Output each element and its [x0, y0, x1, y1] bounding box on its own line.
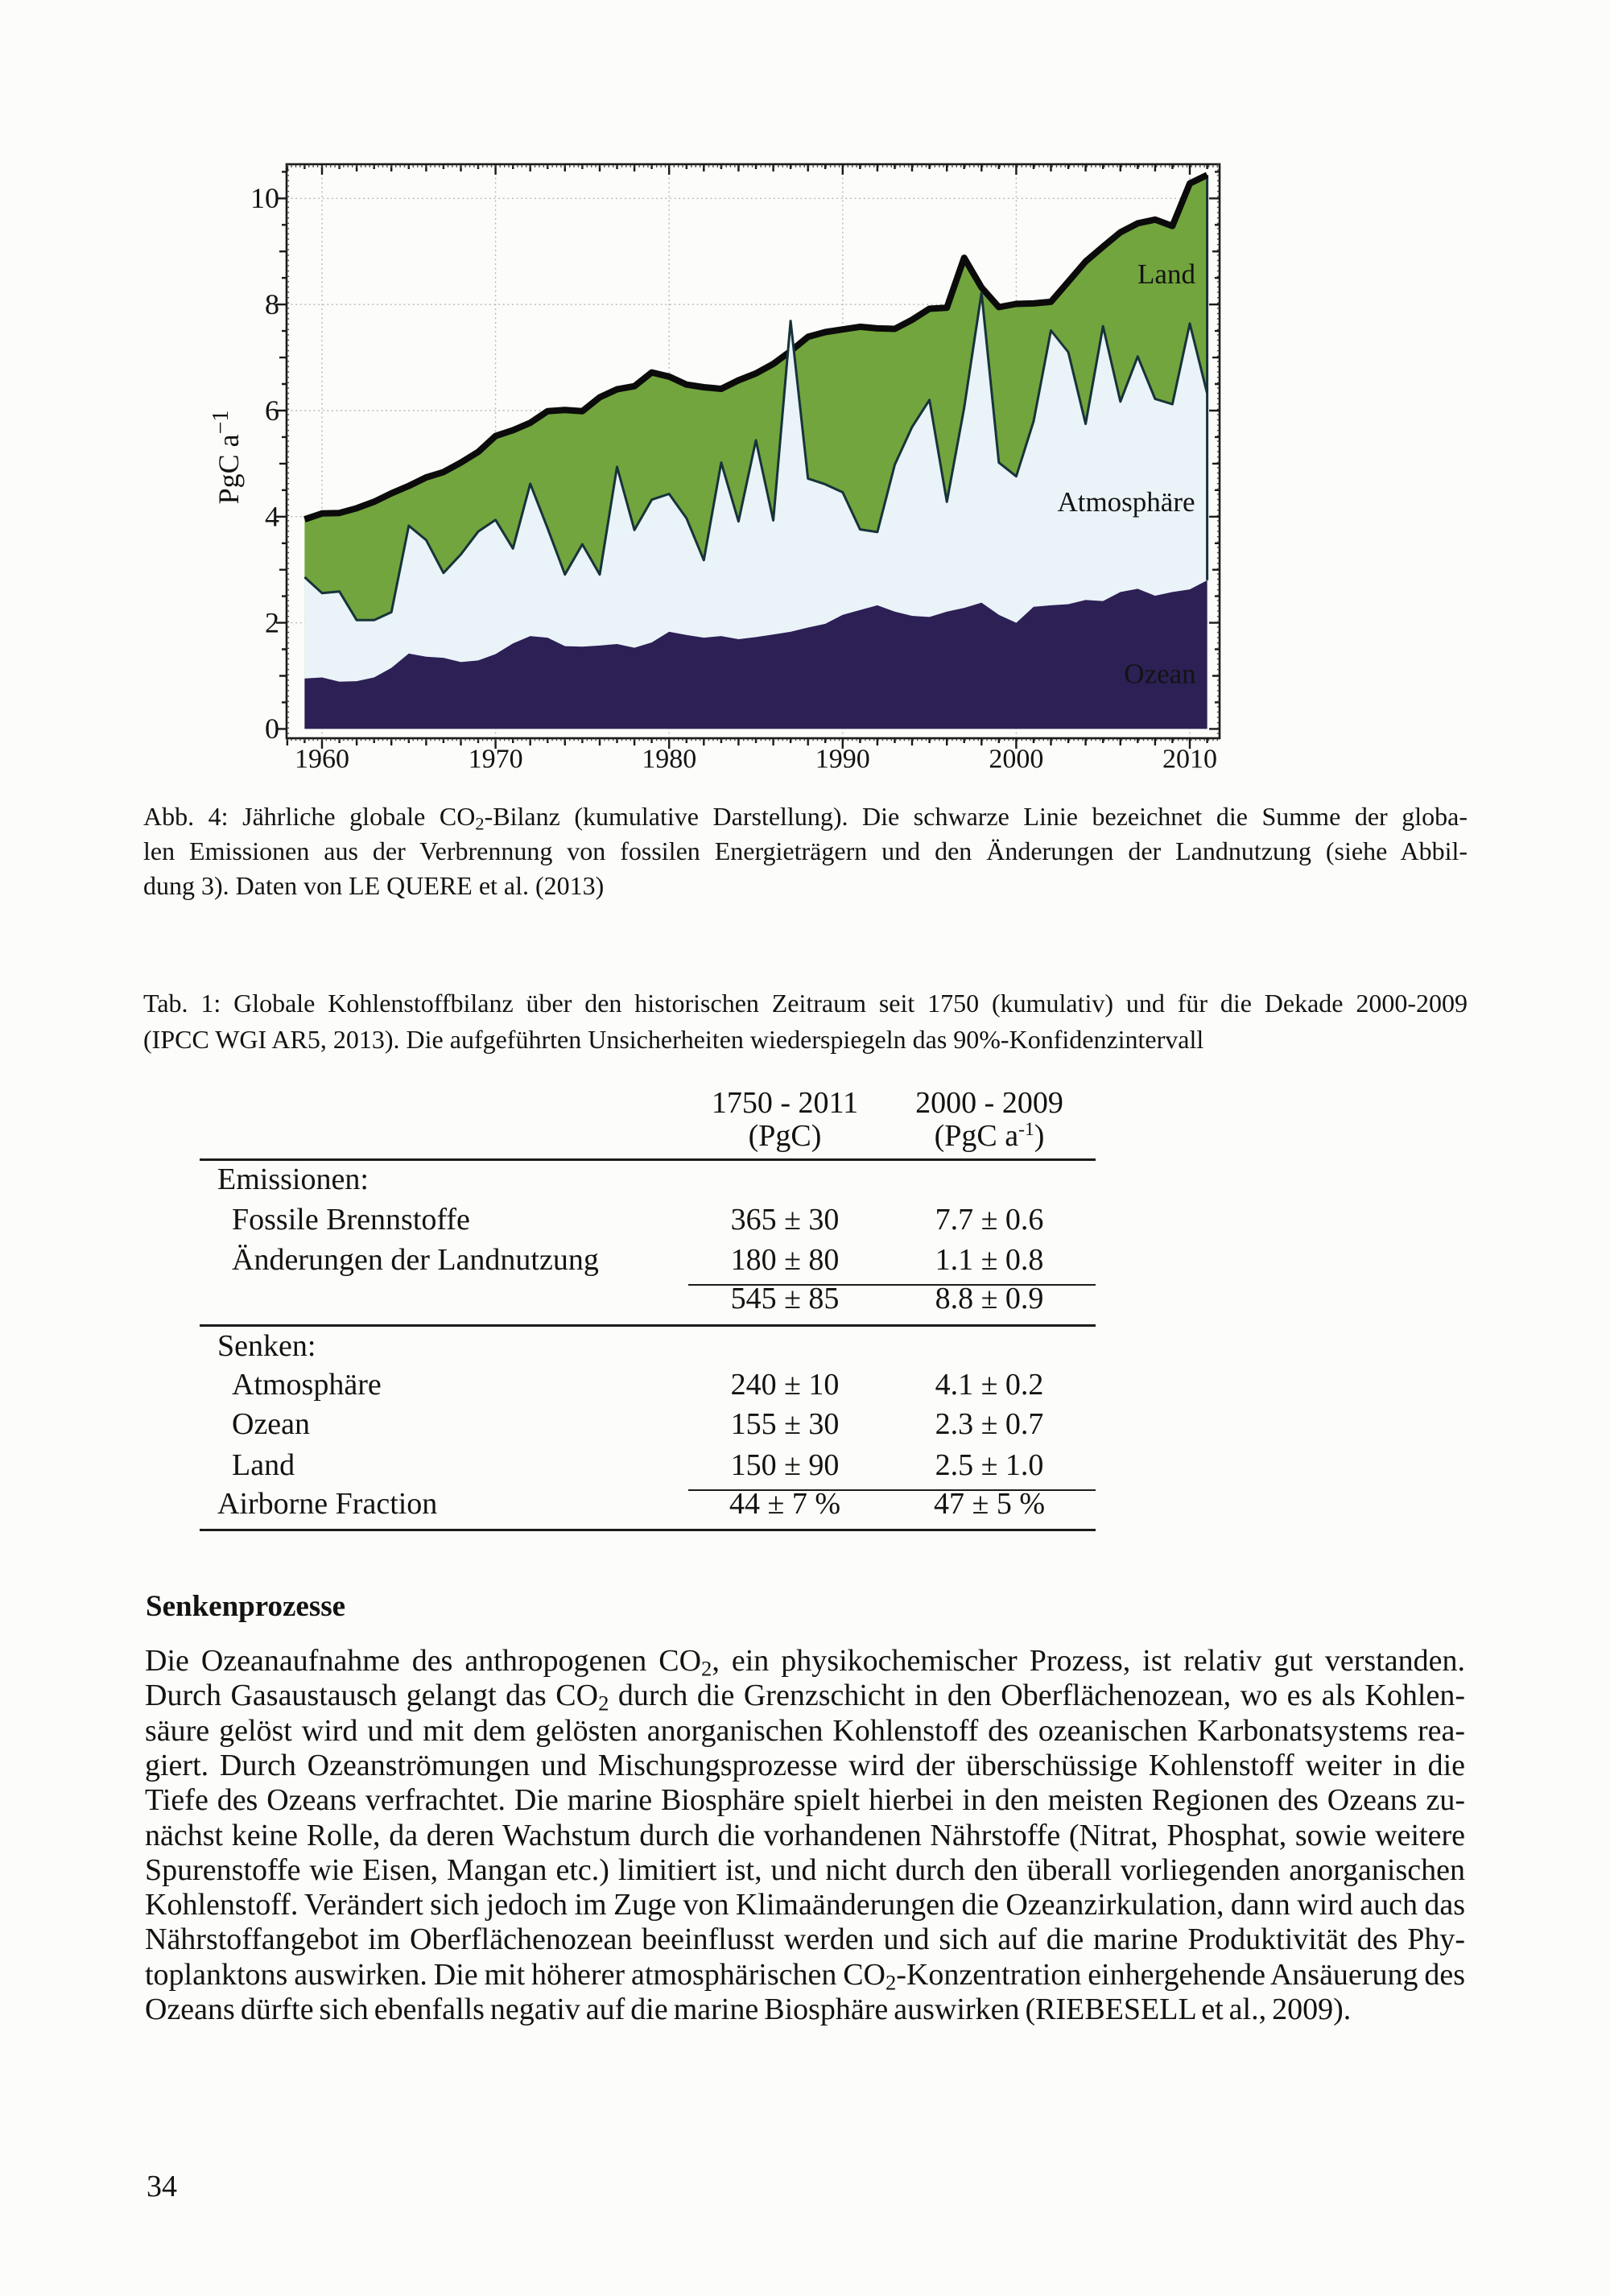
svg-text:8: 8 — [265, 288, 279, 320]
svg-text:1980: 1980 — [642, 745, 696, 774]
svg-text:0: 0 — [265, 712, 279, 745]
svg-text:1960: 1960 — [295, 745, 349, 774]
svg-text:6: 6 — [265, 394, 279, 427]
svg-text:Land: Land — [1137, 258, 1195, 290]
svg-text:2: 2 — [265, 606, 279, 638]
svg-text:2000: 2000 — [989, 745, 1043, 774]
svg-text:1970: 1970 — [469, 745, 523, 774]
svg-text:PgC a−1: PgC a−1 — [208, 411, 245, 505]
svg-text:2010: 2010 — [1162, 745, 1217, 774]
svg-text:Ozean: Ozean — [1124, 659, 1195, 690]
svg-text:1990: 1990 — [815, 745, 870, 774]
svg-text:Atmosphäre: Atmosphäre — [1057, 486, 1195, 518]
svg-text:4: 4 — [265, 501, 279, 533]
svg-text:10: 10 — [250, 182, 279, 214]
